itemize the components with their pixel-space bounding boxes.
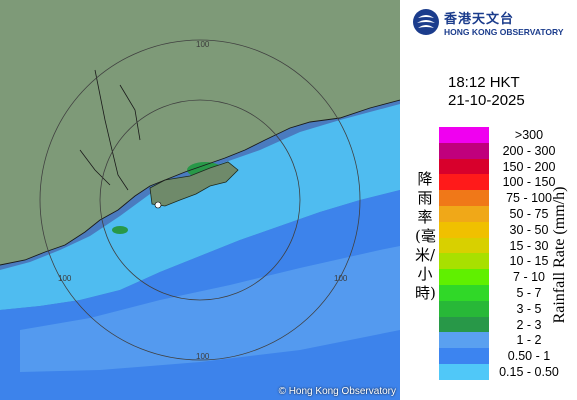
org-name-en: HONG KONG OBSERVATORY (444, 27, 564, 37)
observation-date: 21-10-2025 (448, 92, 525, 109)
legend-swatch (439, 316, 489, 333)
legend-label: >300 (514, 128, 544, 142)
legend-swatch (439, 221, 489, 238)
rainfall-legend: >300 200 - 300 150 - 200 100 - 150 75 - 100 5… (439, 127, 559, 380)
range-label-north: 100 (196, 40, 210, 49)
legend-swatch (439, 348, 489, 364)
radar-site-marker (154, 201, 162, 209)
legend-swatch (439, 127, 489, 143)
legend-label: 75 - 100 (506, 191, 552, 206)
legend-label: 0.15 - 0.50 (499, 365, 559, 379)
legend-label: 200 - 300 (502, 143, 556, 158)
legend-swatch (439, 237, 489, 254)
legend-label: 30 - 50 (509, 222, 549, 237)
legend-swatch (439, 174, 489, 191)
legend-swatch (439, 364, 489, 380)
copyright-notice: © Hong Kong Observatory (278, 386, 396, 397)
river-estuary (79, 69, 141, 191)
org-name-zh: 香港天文台 (444, 12, 515, 27)
legend-swatch (439, 190, 489, 206)
legend-swatch (439, 300, 489, 317)
range-ring-inner (99, 99, 301, 301)
range-label-west: 100 (58, 274, 72, 283)
rain-band-light (0, 104, 400, 310)
legend-label: 7 - 10 (513, 270, 545, 285)
legend-swatch (439, 269, 489, 285)
legend-swatch (439, 285, 489, 301)
hko-logo-mark (413, 9, 439, 35)
legend-label: 15 - 30 (509, 238, 549, 253)
observation-time: 18:12 HKT (448, 74, 520, 91)
legend-panel: 香港天文台 HONG KONG OBSERVATORY 18:12 HKT 21… (400, 0, 577, 400)
legend-label: 50 - 75 (509, 207, 549, 221)
hko-logo: 香港天文台 HONG KONG OBSERVATORY (412, 6, 572, 40)
legend-title-zh: 降雨率(毫米/小時) (415, 170, 436, 302)
legend-label: 10 - 15 (509, 254, 549, 269)
legend-swatch (439, 158, 489, 175)
rain-cell (112, 226, 128, 234)
rain-band-heavier (20, 246, 400, 372)
legend-label: 100 - 150 (502, 175, 556, 190)
legend-label: 5 - 7 (516, 286, 542, 300)
legend-label: 0.50 - 1 (507, 349, 551, 364)
land-hong-kong (149, 161, 239, 207)
legend-swatch (439, 206, 489, 222)
coastline (0, 99, 400, 266)
legend-label: 2 - 3 (516, 317, 542, 332)
range-label-east: 100 (334, 274, 348, 283)
legend-swatch (439, 332, 489, 349)
range-label-south: 100 (196, 352, 210, 361)
radar-map[interactable]: 100 100 100 100 © Hong Kong Observatory (0, 0, 400, 400)
legend-label: 3 - 5 (516, 301, 542, 316)
legend-swatch (439, 142, 489, 159)
range-ring-outer (39, 39, 361, 361)
legend-swatch (439, 253, 489, 270)
radar-map-svg (0, 0, 400, 400)
legend-label: 1 - 2 (516, 333, 542, 348)
legend-label: 150 - 200 (502, 159, 556, 174)
